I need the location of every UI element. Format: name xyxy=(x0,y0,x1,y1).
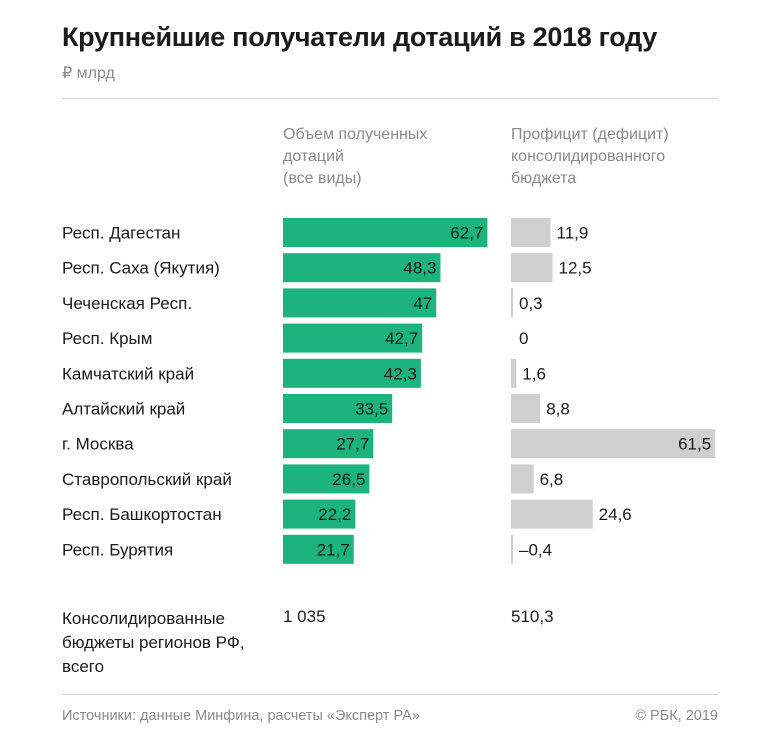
surplus-bar xyxy=(511,288,513,318)
subsidies-value-label: 33,5 xyxy=(355,400,388,419)
subsidies-bar xyxy=(283,253,441,283)
subsidies-bar xyxy=(283,534,354,564)
copyright: © РБК, 2019 xyxy=(635,708,718,724)
surplus-bar xyxy=(511,253,553,283)
subsidies-bar xyxy=(283,394,393,423)
category-label: Алтайский край xyxy=(62,400,185,419)
category-label: Респ. Крым xyxy=(62,329,152,348)
subsidies-value-label: 42,7 xyxy=(385,329,418,348)
subsidies-value-label: 48,3 xyxy=(403,259,436,278)
surplus-value-label: 0,3 xyxy=(519,294,543,313)
subsidies-value-label: 21,7 xyxy=(317,540,350,559)
subsidies-value-label: 62,7 xyxy=(450,224,483,243)
subsidies-bar xyxy=(283,288,437,318)
subsidies-value-label: 42,3 xyxy=(384,364,417,383)
category-label: г. Москва xyxy=(62,435,134,454)
subsidies-bar xyxy=(283,218,488,247)
subsidies-value-label: 47 xyxy=(413,294,432,313)
subsidies-bar xyxy=(283,358,421,388)
totals-surplus-value: 510,3 xyxy=(511,607,554,626)
surplus-value-label: 6,8 xyxy=(540,470,564,489)
category-label: Ставропольский край xyxy=(62,470,232,489)
subsidies-value-label: 27,7 xyxy=(336,435,369,454)
surplus-value-label: 8,8 xyxy=(546,400,570,419)
top-divider xyxy=(62,98,718,99)
surplus-value-label: –0,4 xyxy=(519,540,552,559)
surplus-bar xyxy=(511,218,551,247)
totals-label: Консолидированные бюджеты регионов РФ, в… xyxy=(62,609,245,676)
subsidies-column-header: Объем полученных дотаций (все виды) xyxy=(283,126,428,187)
subsidies-bar xyxy=(283,499,356,529)
surplus-bar xyxy=(511,358,517,388)
category-label: Респ. Саха (Якутия) xyxy=(62,259,220,278)
surplus-bar xyxy=(511,429,716,459)
surplus-bar xyxy=(511,499,593,529)
surplus-value-label: 12,5 xyxy=(559,259,592,278)
category-label: Респ. Бурятия xyxy=(62,540,173,559)
subsidies-bar xyxy=(283,464,370,494)
surplus-value-label: 1,6 xyxy=(522,364,546,383)
category-label: Респ. Дагестан xyxy=(62,224,180,243)
category-label: Чеченская Респ. xyxy=(62,294,192,313)
surplus-value-label: 11,9 xyxy=(557,224,589,243)
surplus-value-label: 0 xyxy=(519,329,528,348)
surplus-bar xyxy=(511,394,541,423)
chart-title: Крупнейшие получатели дотаций в 2018 год… xyxy=(62,22,657,52)
source-note: Источники: данные Минфина, расчеты «Эксп… xyxy=(62,708,420,724)
bottom-divider xyxy=(62,694,718,695)
totals-subsidies-value: 1 035 xyxy=(283,607,326,626)
surplus-bar xyxy=(511,464,534,494)
category-label: Камчатский край xyxy=(62,364,194,383)
surplus-bar xyxy=(511,534,513,564)
category-label: Респ. Башкортостан xyxy=(62,505,222,524)
subsidies-value-label: 26,5 xyxy=(332,470,365,489)
surplus-value-label: 24,6 xyxy=(599,505,632,524)
subsidies-value-label: 22,2 xyxy=(318,505,351,524)
unit-label: ₽ млрд xyxy=(62,65,115,82)
subsidies-bar xyxy=(283,323,423,353)
subsidies-bar xyxy=(283,429,374,459)
surplus-value-label: 61,5 xyxy=(678,435,711,454)
surplus-column-header: Профицит (дефицит) консолидированного бю… xyxy=(511,126,669,187)
